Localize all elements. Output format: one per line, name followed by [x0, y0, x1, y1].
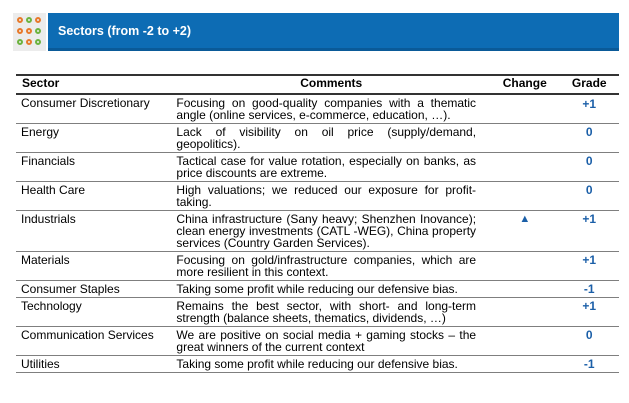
grade-cell: 0 — [559, 181, 619, 211]
sector-cell: Materials — [16, 251, 173, 281]
grade-cell: +1 — [559, 251, 619, 281]
change-cell — [490, 326, 560, 356]
change-cell — [490, 152, 560, 182]
grade-cell: +1 — [559, 297, 619, 327]
table-row: Consumer Staples Taking some profit whil… — [16, 280, 619, 298]
column-header-grade: Grade — [559, 74, 619, 95]
table-row: Energy Lack of visibility on oil price (… — [16, 123, 619, 153]
sector-cell: Communication Services — [16, 326, 173, 356]
comment-cell: High valuations; we reduced our exposure… — [172, 181, 491, 211]
section-header: Sectors (from -2 to +2) — [13, 13, 619, 51]
table-row: Industrials China infrastructure (Sany h… — [16, 210, 619, 252]
column-header-change: Change — [490, 74, 560, 95]
comment-cell: Taking some profit while reducing our de… — [172, 280, 491, 298]
grade-cell: 0 — [559, 152, 619, 182]
change-cell — [490, 94, 560, 124]
table-header-row: Sector Comments Change Grade — [16, 74, 619, 95]
sector-cell: Consumer Discretionary — [16, 94, 173, 124]
comment-cell: Taking some profit while reducing our de… — [172, 355, 491, 373]
grade-cell: 0 — [559, 326, 619, 356]
sector-cell: Technology — [16, 297, 173, 327]
table-row: Technology Remains the best sector, with… — [16, 297, 619, 327]
change-cell — [490, 297, 560, 327]
dots-logo-icon — [13, 13, 48, 51]
grade-cell: +1 — [559, 210, 619, 252]
change-cell — [490, 251, 560, 281]
sector-cell: Health Care — [16, 181, 173, 211]
grade-cell: -1 — [559, 355, 619, 373]
comment-cell: China infrastructure (Sany heavy; Shenzh… — [172, 210, 491, 252]
sector-cell: Energy — [16, 123, 173, 153]
column-header-comments: Comments — [172, 74, 491, 95]
change-cell — [490, 181, 560, 211]
table-row: Health Care High valuations; we reduced … — [16, 181, 619, 211]
section-title: Sectors (from -2 to +2) — [48, 13, 619, 51]
change-cell — [490, 123, 560, 153]
sector-cell: Industrials — [16, 210, 173, 252]
comment-cell: Tactical case for value rotation, especi… — [172, 152, 491, 182]
table-row: Utilities Taking some profit while reduc… — [16, 355, 619, 373]
table-row: Consumer Discretionary Focusing on good-… — [16, 94, 619, 124]
column-header-sector: Sector — [16, 74, 173, 95]
change-up-arrow-icon: ▲ — [490, 210, 560, 252]
sectors-table: Sector Comments Change Grade Consumer Di… — [16, 74, 619, 373]
comment-cell: Remains the best sector, with short- and… — [172, 297, 491, 327]
sector-cell: Consumer Staples — [16, 280, 173, 298]
comment-cell: Focusing on gold/infrastructure companie… — [172, 251, 491, 281]
table-row: Materials Focusing on gold/infrastructur… — [16, 251, 619, 281]
change-cell — [490, 280, 560, 298]
sector-cell: Utilities — [16, 355, 173, 373]
sector-cell: Financials — [16, 152, 173, 182]
comment-cell: We are positive on social media + gaming… — [172, 326, 491, 356]
grade-cell: +1 — [559, 94, 619, 124]
change-cell — [490, 355, 560, 373]
grade-cell: 0 — [559, 123, 619, 153]
comment-cell: Lack of visibility on oil price (supply/… — [172, 123, 491, 153]
comment-cell: Focusing on good-quality companies with … — [172, 94, 491, 124]
table-row: Financials Tactical case for value rotat… — [16, 152, 619, 182]
grade-cell: -1 — [559, 280, 619, 298]
table-row: Communication Services We are positive o… — [16, 326, 619, 356]
